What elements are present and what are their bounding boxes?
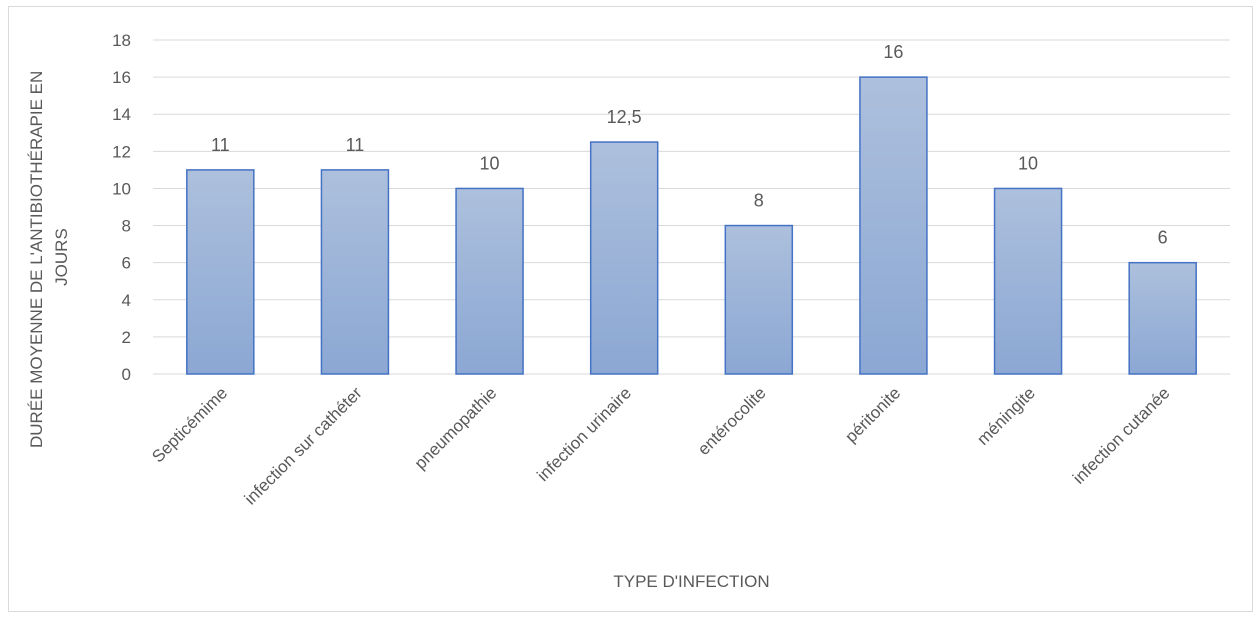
x-tick-label: infection sur cathéter	[241, 383, 366, 508]
x-tick-label: entérocolite	[694, 383, 770, 459]
bar	[1128, 261, 1197, 375]
x-tick-label: pneumopathie	[411, 383, 501, 473]
y-tick-label: 4	[122, 291, 131, 310]
data-label: 10	[480, 153, 500, 173]
y-axis-title-line-2: JOURS	[52, 228, 71, 286]
data-label: 12,5	[607, 107, 642, 127]
y-tick-label: 18	[112, 31, 131, 50]
y-axis-title: DURÉE MOYENNE DE L'ANTIBIOTHÉRAPIE EN JO…	[27, 66, 71, 448]
y-tick-label: 16	[112, 68, 131, 87]
y-tick-label: 6	[122, 254, 131, 273]
data-label: 16	[883, 42, 903, 62]
bar	[186, 169, 255, 375]
x-tick-label: infection cutanée	[1069, 383, 1173, 487]
bar	[320, 169, 390, 375]
y-tick-label: 0	[122, 365, 131, 384]
y-tick-label: 10	[112, 179, 131, 198]
x-tick-label: méningite	[973, 383, 1039, 449]
y-axis-ticks: 0 2 4 6 8 10 12 14 16 18	[112, 31, 131, 384]
x-tick-label: Septicémime	[148, 383, 231, 466]
data-label: 10	[1018, 153, 1038, 173]
data-label: 6	[1158, 228, 1168, 248]
bar	[455, 187, 524, 375]
bar	[724, 224, 794, 375]
y-tick-label: 12	[112, 142, 131, 161]
data-label: 8	[754, 191, 764, 211]
bar	[859, 76, 928, 375]
bar	[993, 187, 1063, 375]
bar	[589, 141, 659, 375]
y-tick-label: 14	[112, 105, 131, 124]
y-tick-label: 8	[122, 217, 131, 236]
x-axis-ticks: Septicémime infection sur cathéter pneumop…	[148, 383, 1173, 508]
data-labels: 11 11 10 12,5 8 16 10 6	[211, 42, 1168, 248]
x-tick-label: péritonite	[841, 383, 904, 446]
y-tick-label: 2	[122, 328, 131, 347]
y-axis-title-line-1: DURÉE MOYENNE DE L'ANTIBIOTHÉRAPIE EN	[27, 71, 46, 448]
gridlines	[153, 39, 1230, 375]
data-label: 11	[211, 135, 230, 155]
data-label: 11	[346, 135, 365, 155]
x-tick-label: infection urinaire	[533, 383, 635, 485]
bars	[186, 76, 1197, 375]
x-axis-title: TYPE D'INFECTION	[613, 572, 769, 591]
